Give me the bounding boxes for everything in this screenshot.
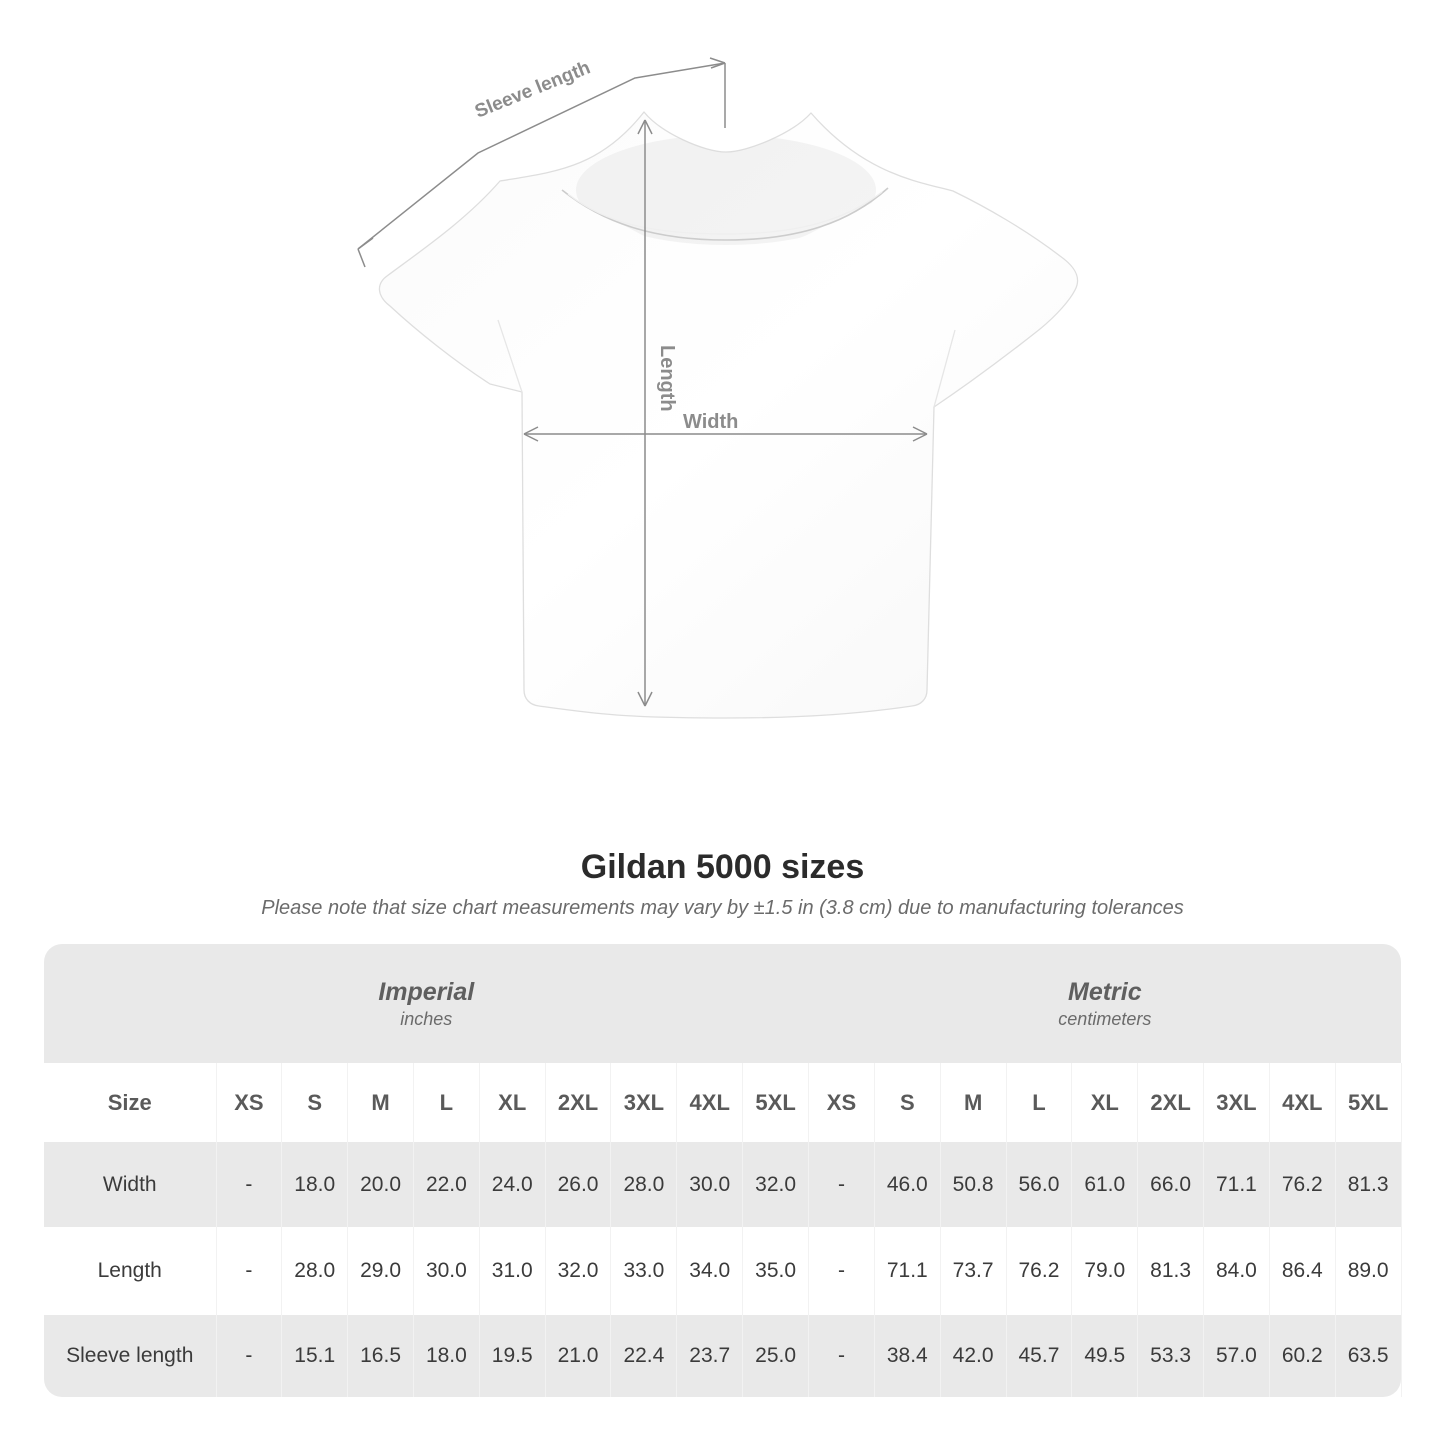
- svg-text:Width: Width: [683, 411, 738, 433]
- svg-text:Sleeve length: Sleeve length: [472, 57, 593, 122]
- svg-text:Length: Length: [656, 345, 678, 412]
